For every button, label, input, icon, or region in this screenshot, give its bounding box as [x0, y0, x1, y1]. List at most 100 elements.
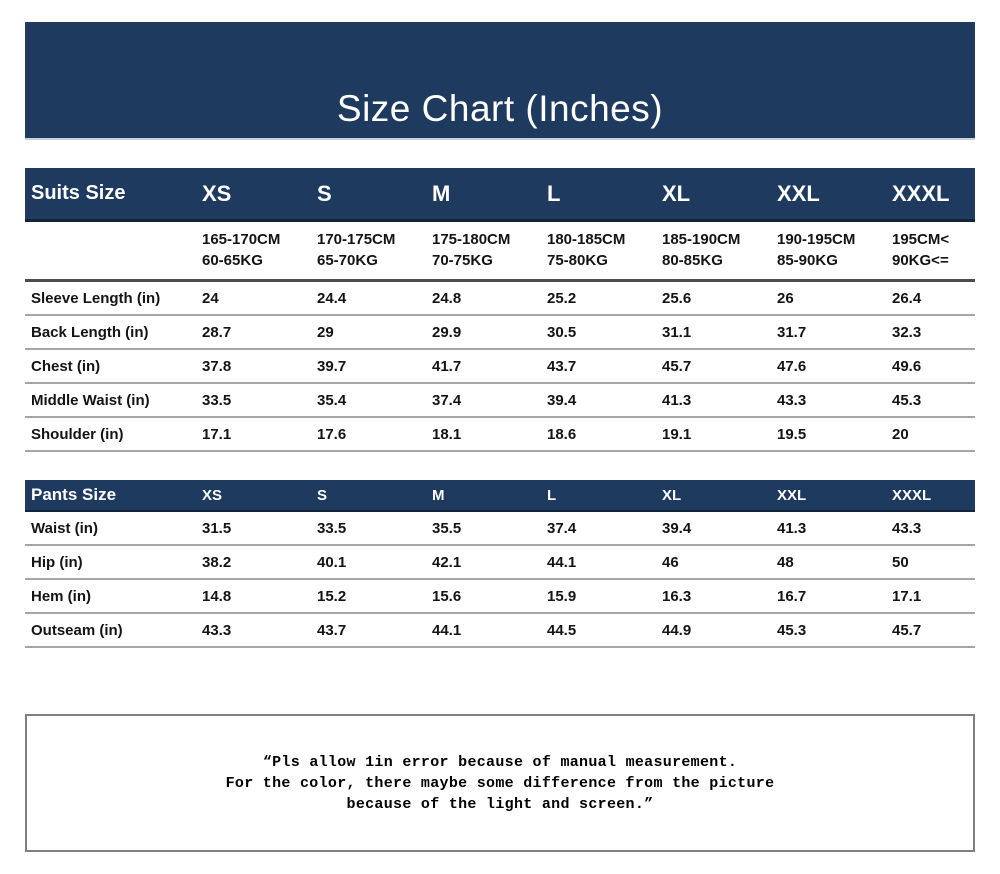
- value-cell: 26: [777, 289, 794, 307]
- suits-table-header-row: Suits Size XS S M L XL XXL XXXL: [25, 168, 975, 222]
- pants-size-header-label: Pants Size: [31, 485, 117, 504]
- table-row: Hip (in) 38.2 40.1 42.1 44.1 46 48 50: [25, 546, 975, 580]
- row-label: Hem (in): [31, 587, 91, 605]
- table-row: Chest (in) 37.8 39.7 41.7 43.7 45.7 47.6 49.6: [25, 350, 975, 384]
- suits-size-header-label: Suits Size: [31, 182, 126, 204]
- value-cell: 37.4: [547, 519, 577, 537]
- value-cell: 43.7: [317, 621, 347, 639]
- value-cell: 45.3: [892, 391, 922, 409]
- weight-range: 75-80KG: [547, 252, 608, 269]
- height-weight-cell: 175-180CM 70-75KG: [432, 229, 547, 271]
- pants-size-table: Pants Size XS S M L XL XXL XXXL Waist (in) 31.5 3…: [25, 480, 975, 648]
- value-cell: 49.6: [892, 357, 922, 375]
- value-cell: 18.6: [547, 425, 577, 443]
- value-cell: 29.9: [432, 323, 462, 341]
- row-label: Shoulder (in): [31, 425, 124, 443]
- value-cell: 45.7: [892, 621, 922, 639]
- size-column-header: M: [432, 180, 451, 206]
- weight-range: 80-85KG: [662, 252, 723, 269]
- value-cell: 17.1: [202, 425, 232, 443]
- note-line: For the color, there maybe some differen…: [225, 774, 775, 792]
- height-weight-cell: 190-195CM 85-90KG: [777, 229, 892, 271]
- height-range: 190-195CM: [777, 231, 856, 248]
- value-cell: 38.2: [202, 553, 232, 571]
- row-label: Back Length (in): [31, 323, 149, 341]
- value-cell: 31.7: [777, 323, 807, 341]
- note-line: because of the light and screen.”: [346, 795, 654, 813]
- height-range: 180-185CM: [547, 231, 626, 248]
- value-cell: 44.9: [662, 621, 692, 639]
- pants-table-header-row: Pants Size XS S M L XL XXL XXXL: [25, 480, 975, 512]
- height-range: 165-170CM: [202, 231, 281, 248]
- note-line: “Pls allow 1in error because of manual m…: [262, 753, 738, 771]
- height-weight-cell: 165-170CM 60-65KG: [202, 229, 317, 271]
- value-cell: 16.7: [777, 587, 807, 605]
- size-column-header: XL: [662, 486, 682, 504]
- value-cell: 24.8: [432, 289, 462, 307]
- weight-range: 60-65KG: [202, 252, 263, 269]
- height-weight-cell: 195CM< 90KG<=: [892, 229, 975, 271]
- value-cell: 43.3: [777, 391, 807, 409]
- size-column-header: S: [317, 180, 332, 206]
- measurement-note: “Pls allow 1in error because of manual m…: [25, 714, 975, 852]
- value-cell: 50: [892, 553, 909, 571]
- row-label: Hip (in): [31, 553, 83, 571]
- height-weight-cell: 180-185CM 75-80KG: [547, 229, 662, 271]
- value-cell: 39.4: [547, 391, 577, 409]
- value-cell: 41.7: [432, 357, 462, 375]
- height-range: 185-190CM: [662, 231, 741, 248]
- value-cell: 25.6: [662, 289, 692, 307]
- value-cell: 37.8: [202, 357, 232, 375]
- size-column-header: L: [547, 486, 557, 504]
- value-cell: 32.3: [892, 323, 922, 341]
- size-column-header: L: [547, 180, 561, 206]
- size-column-header: XXL: [777, 486, 807, 504]
- table-row: Hem (in) 14.8 15.2 15.6 15.9 16.3 16.7 17.1: [25, 580, 975, 614]
- value-cell: 25.2: [547, 289, 577, 307]
- value-cell: 47.6: [777, 357, 807, 375]
- page-title: Size Chart (Inches): [336, 88, 664, 129]
- size-column-header: XS: [202, 486, 223, 504]
- title-banner: Size Chart (Inches): [25, 22, 975, 140]
- pants-table-body: Waist (in) 31.5 33.5 35.5 37.4 39.4 41.3 43.3 Hi…: [25, 512, 975, 648]
- size-column-header: M: [432, 486, 445, 504]
- value-cell: 35.5: [432, 519, 462, 537]
- value-cell: 41.3: [662, 391, 692, 409]
- value-cell: 43.3: [892, 519, 922, 537]
- value-cell: 24.4: [317, 289, 347, 307]
- table-row: Middle Waist (in) 33.5 35.4 37.4 39.4 41.3 43.…: [25, 384, 975, 418]
- weight-range: 85-90KG: [777, 252, 838, 269]
- size-column-header: S: [317, 486, 328, 504]
- value-cell: 24: [202, 289, 219, 307]
- row-label: Chest (in): [31, 357, 101, 375]
- value-cell: 19.5: [777, 425, 807, 443]
- value-cell: 33.5: [202, 391, 232, 409]
- weight-range: 90KG<=: [892, 252, 949, 269]
- value-cell: 39.4: [662, 519, 692, 537]
- size-column-header: XL: [662, 180, 691, 206]
- value-cell: 20: [892, 425, 909, 443]
- height-weight-cell: 185-190CM 80-85KG: [662, 229, 777, 271]
- value-cell: 18.1: [432, 425, 462, 443]
- value-cell: 41.3: [777, 519, 807, 537]
- height-weight-cell: 170-175CM 65-70KG: [317, 229, 432, 271]
- row-label: Outseam (in): [31, 621, 123, 639]
- value-cell: 42.1: [432, 553, 462, 571]
- height-range: 195CM<: [892, 231, 950, 248]
- value-cell: 43.3: [202, 621, 232, 639]
- suits-table-body: Sleeve Length (in) 24 24.4 24.8 25.2 25.6 26 26…: [25, 282, 975, 452]
- value-cell: 35.4: [317, 391, 347, 409]
- value-cell: 33.5: [317, 519, 347, 537]
- suits-size-table: Suits Size XS S M L XL XXL XXXL 165-170CM 60-65K…: [25, 168, 975, 452]
- value-cell: 15.2: [317, 587, 347, 605]
- value-cell: 15.6: [432, 587, 462, 605]
- value-cell: 31.5: [202, 519, 232, 537]
- table-row: Sleeve Length (in) 24 24.4 24.8 25.2 25.6 26 26…: [25, 282, 975, 316]
- size-column-header: XS: [202, 180, 232, 206]
- value-cell: 31.1: [662, 323, 692, 341]
- value-cell: 28.7: [202, 323, 232, 341]
- value-cell: 15.9: [547, 587, 577, 605]
- suits-height-weight-row: 165-170CM 60-65KG 170-175CM 65-70KG 175-180C…: [25, 222, 975, 282]
- value-cell: 44.1: [547, 553, 577, 571]
- value-cell: 14.8: [202, 587, 232, 605]
